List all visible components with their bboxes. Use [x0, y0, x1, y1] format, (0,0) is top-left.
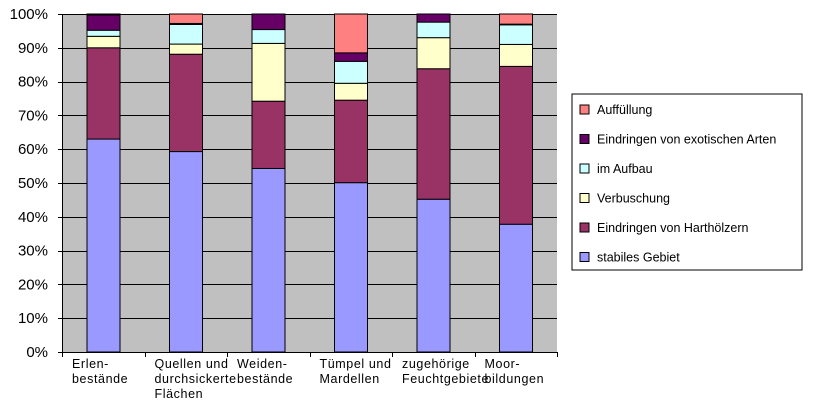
- bar-segment: [334, 99, 368, 184]
- y-tick-label: 20%: [18, 276, 48, 293]
- bar-segment: [416, 37, 451, 70]
- y-tick-label: 90%: [18, 40, 48, 57]
- bar-segment: [416, 13, 451, 23]
- legend-swatch: [579, 134, 590, 144]
- x-category-label-line: Weiden-: [237, 357, 288, 371]
- legend-label: im Aufbau: [597, 162, 653, 176]
- x-category-label-line: Erlen-: [72, 357, 109, 371]
- bar-segment: [169, 23, 203, 45]
- bar-stack: [416, 13, 451, 353]
- bar-segment: [334, 182, 368, 353]
- y-tick-label: 10%: [18, 310, 48, 327]
- x-category-label-line: Quellen und: [155, 357, 229, 371]
- y-tick-label: 60%: [18, 141, 48, 158]
- bar-segment: [334, 52, 368, 62]
- bar-segment: [334, 82, 368, 101]
- x-category-label-line: Moor-: [485, 357, 521, 371]
- x-category-label-line: Mardellen: [320, 372, 380, 386]
- legend-label: Verbuschung: [597, 192, 670, 206]
- bar-segment: [251, 29, 286, 44]
- x-category-label: Erlen-bestände: [72, 357, 128, 386]
- bar-segment: [251, 13, 286, 31]
- legend-item: Auffüllung: [579, 103, 652, 117]
- y-tick-label: 80%: [18, 74, 48, 91]
- bar-stack: [86, 13, 121, 353]
- bar-segment: [416, 198, 451, 353]
- legend: Auffüllung Eindringen von exotischen Arte…: [571, 93, 803, 271]
- x-category-label: Tümpel und Mardellen: [320, 357, 392, 386]
- x-category-label-line: bestände: [72, 372, 128, 386]
- bar-segment: [334, 60, 368, 84]
- y-tick-label: 100%: [10, 6, 48, 23]
- y-axis-tick-labels: 0% 10% 20% 30% 40% 50% 60% 70% 80% 90% 100%: [10, 6, 48, 361]
- bar-stack: [499, 13, 533, 353]
- y-tick-label: 50%: [18, 175, 48, 192]
- bar-stack: [334, 13, 368, 353]
- bar-segment: [416, 21, 451, 39]
- bar-segment: [169, 151, 203, 353]
- legend-label: Eindringen von Harthölzern: [597, 221, 749, 235]
- bar-stack: [251, 13, 286, 353]
- legend-item: Eindringen von Harthölzern: [579, 221, 749, 235]
- bar-segment: [86, 14, 121, 31]
- bar-stack: [169, 13, 203, 353]
- legend-item: stabiles Gebiet: [579, 251, 680, 265]
- x-category-label-line: bestände: [237, 372, 293, 386]
- legend-item: im Aufbau: [579, 162, 653, 176]
- bar-segment: [86, 35, 121, 49]
- legend-swatch: [579, 193, 590, 203]
- legend-swatch: [579, 163, 590, 174]
- x-category-label-line: durchsickerte: [155, 372, 237, 386]
- bar-segment: [499, 24, 533, 45]
- legend-swatch: [579, 252, 590, 262]
- legend-box: [571, 93, 803, 271]
- bar-segment: [499, 43, 533, 67]
- x-category-label: Moor-bildungen: [485, 357, 545, 386]
- bar-segment: [86, 138, 121, 353]
- legend-swatch: [579, 222, 590, 233]
- bar-segment: [86, 13, 121, 16]
- bar-segment: [86, 47, 121, 140]
- bar-segment: [499, 65, 533, 225]
- legend-item: Verbuschung: [579, 192, 670, 206]
- x-category-label-line: bildungen: [485, 372, 545, 386]
- y-tick-label: 40%: [18, 209, 48, 226]
- y-tick-label: 30%: [18, 243, 48, 260]
- legend-item: Eindringen von exotischen Arten: [579, 133, 776, 147]
- x-category-label: zugehörige Feuchtgebiete: [402, 357, 489, 386]
- bar-segment: [169, 53, 203, 153]
- bar-segment: [251, 100, 286, 169]
- legend-label: Eindringen von exotischen Arten: [597, 133, 776, 147]
- gridlines: [62, 14, 557, 353]
- bar-segment: [86, 29, 121, 37]
- y-tick-label: 70%: [18, 107, 48, 124]
- x-category-label-line: Feuchtgebiete: [402, 372, 489, 386]
- legend-label: Auffüllung: [597, 103, 652, 117]
- x-category-label-line: Tümpel und: [320, 357, 392, 371]
- y-tick-label: 0%: [26, 344, 48, 361]
- bar-segment: [251, 42, 286, 102]
- axes: [58, 14, 558, 357]
- bar-segment: [169, 13, 203, 24]
- x-category-label: Weiden-bestände: [237, 357, 293, 386]
- bar-segment: [251, 167, 286, 353]
- bar-segment: [169, 43, 203, 55]
- x-category-label: Quellen und durchsickerte Flächen: [155, 357, 237, 401]
- bar-segment: [334, 13, 368, 54]
- bar-segment: [499, 13, 533, 25]
- legend-swatch: [579, 104, 590, 115]
- x-category-label-line: Flächen: [155, 387, 204, 401]
- bar-segment: [416, 68, 451, 200]
- legend-label: stabiles Gebiet: [597, 251, 680, 265]
- bar-segment: [499, 223, 533, 353]
- x-category-label-line: zugehörige: [402, 357, 470, 371]
- bars: [86, 13, 533, 353]
